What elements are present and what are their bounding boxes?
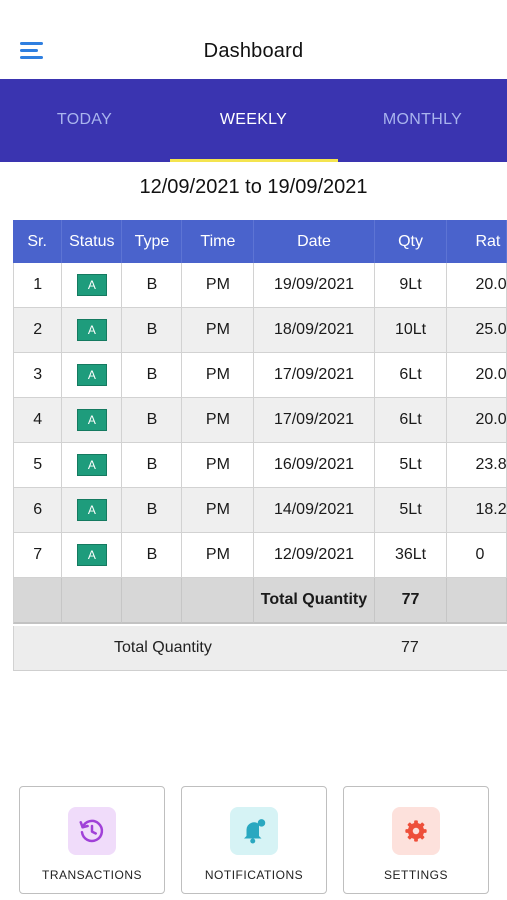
menu-icon[interactable]	[20, 42, 44, 62]
cell-status: A	[62, 443, 123, 488]
status-badge: A	[76, 544, 107, 566]
transactions-label: TRANSACTIONS	[41, 868, 142, 882]
cell-qty: 5Lt	[374, 443, 448, 488]
notifications-label: NOTIFICATIONS	[204, 868, 304, 882]
transactions-table[interactable]: Sr. Status Type Time Date Qty Rat 1 A B PM 1…	[13, 220, 507, 624]
status-badge: A	[76, 499, 107, 521]
cell-status: A	[62, 488, 123, 533]
cell-qty: 36Lt	[374, 533, 448, 578]
col-header-type: Type	[122, 220, 183, 263]
page-title: Dashboard	[203, 40, 304, 62]
summary-value: 77	[374, 578, 448, 624]
top-bar: Dashboard	[0, 0, 507, 79]
tab-today-label: TODAY	[56, 111, 113, 128]
tab-weekly[interactable]: WEEKLY	[169, 79, 338, 162]
summary-label: Total Quantity	[254, 578, 375, 624]
cell-sr: 6	[13, 488, 63, 533]
cell-rate: 20.0	[447, 353, 507, 398]
gear-icon	[392, 807, 440, 855]
cell-time: PM	[182, 263, 255, 308]
table-row[interactable]: 3 A B PM 17/09/2021 6Lt 20.0	[13, 353, 507, 398]
cell-qty: 6Lt	[374, 353, 448, 398]
col-header-qty: Qty	[375, 220, 448, 263]
cell-type: B	[122, 398, 183, 443]
cell-time: PM	[182, 488, 255, 533]
tab-monthly-label: MONTHLY	[382, 111, 463, 128]
cell-time: PM	[182, 533, 255, 578]
cell-status: A	[62, 308, 123, 353]
status-badge: A	[76, 274, 107, 296]
cell-qty: 9Lt	[374, 263, 448, 308]
bell-icon	[230, 807, 278, 855]
table-row[interactable]: 2 A B PM 18/09/2021 10Lt 25.0	[13, 308, 507, 353]
cell-status: A	[62, 533, 123, 578]
table-row[interactable]: 5 A B PM 16/09/2021 5Lt 23.8	[13, 443, 507, 488]
cell-qty: 10Lt	[374, 308, 448, 353]
col-header-rate: Rat	[447, 220, 507, 263]
cell-type: B	[122, 308, 183, 353]
cell-sr: 2	[13, 308, 63, 353]
history-icon	[68, 807, 116, 855]
cell-date: 14/09/2021	[254, 488, 375, 533]
total-quantity-row: Total Quantity 77	[13, 626, 507, 671]
table-row[interactable]: 1 A B PM 19/09/2021 9Lt 20.0	[13, 263, 507, 308]
date-range: 12/09/2021 to 19/09/2021	[139, 176, 368, 198]
cell-type: B	[122, 353, 183, 398]
cell-date: 18/09/2021	[254, 308, 375, 353]
cell-sr: 5	[13, 443, 63, 488]
tab-today[interactable]: TODAY	[0, 79, 169, 162]
cell-time: PM	[182, 398, 255, 443]
col-header-date: Date	[254, 220, 375, 263]
cell-date: 17/09/2021	[254, 398, 375, 443]
col-header-status: Status	[62, 220, 123, 263]
settings-label: SETTINGS	[383, 868, 448, 882]
cell-qty: 6Lt	[374, 398, 448, 443]
cell-qty: 5Lt	[374, 488, 448, 533]
settings-button[interactable]: SETTINGS	[343, 786, 489, 894]
cell-rate: 20.0	[447, 398, 507, 443]
status-badge: A	[76, 454, 107, 476]
transactions-button[interactable]: TRANSACTIONS	[19, 786, 165, 894]
cell-date: 19/09/2021	[254, 263, 375, 308]
table-summary-row: Total Quantity 77	[13, 578, 507, 624]
col-header-time: Time	[182, 220, 255, 263]
cell-sr: 1	[13, 263, 63, 308]
table-row[interactable]: 4 A B PM 17/09/2021 6Lt 20.0	[13, 398, 507, 443]
cell-type: B	[122, 263, 183, 308]
table-row[interactable]: 6 A B PM 14/09/2021 5Lt 18.2	[13, 488, 507, 533]
cell-type: B	[122, 533, 183, 578]
cell-time: PM	[182, 308, 255, 353]
cell-rate: 25.0	[447, 308, 507, 353]
cell-status: A	[62, 398, 123, 443]
status-badge: A	[76, 319, 107, 341]
cell-sr: 4	[13, 398, 63, 443]
table-header: Sr. Status Type Time Date Qty Rat	[13, 220, 507, 263]
quick-actions: TRANSACTIONS NOTIFICATIONS	[0, 786, 507, 896]
cell-rate: 18.2	[447, 488, 507, 533]
cell-date: 17/09/2021	[254, 353, 375, 398]
cell-rate: 23.8	[447, 443, 507, 488]
cell-status: A	[62, 353, 123, 398]
cell-time: PM	[182, 353, 255, 398]
tab-monthly[interactable]: MONTHLY	[338, 79, 507, 162]
tab-weekly-label: WEEKLY	[219, 111, 288, 128]
cell-date: 16/09/2021	[254, 443, 375, 488]
cell-time: PM	[182, 443, 255, 488]
cell-type: B	[122, 443, 183, 488]
notifications-button[interactable]: NOTIFICATIONS	[181, 786, 327, 894]
status-badge: A	[76, 409, 107, 431]
cell-type: B	[122, 488, 183, 533]
cell-rate: 20.0	[447, 263, 507, 308]
table-row[interactable]: 7 A B PM 12/09/2021 36Lt 0	[13, 533, 507, 578]
cell-status: A	[62, 263, 123, 308]
status-badge: A	[76, 364, 107, 386]
total-quantity-value: 77	[401, 639, 419, 656]
cell-sr: 3	[13, 353, 63, 398]
cell-rate: 0	[447, 533, 507, 578]
total-quantity-label: Total Quantity	[114, 639, 212, 656]
cell-date: 12/09/2021	[254, 533, 375, 578]
cell-sr: 7	[13, 533, 63, 578]
period-tabs: TODAY WEEKLY MONTHLY	[0, 79, 507, 162]
col-header-sr: Sr.	[13, 220, 63, 263]
